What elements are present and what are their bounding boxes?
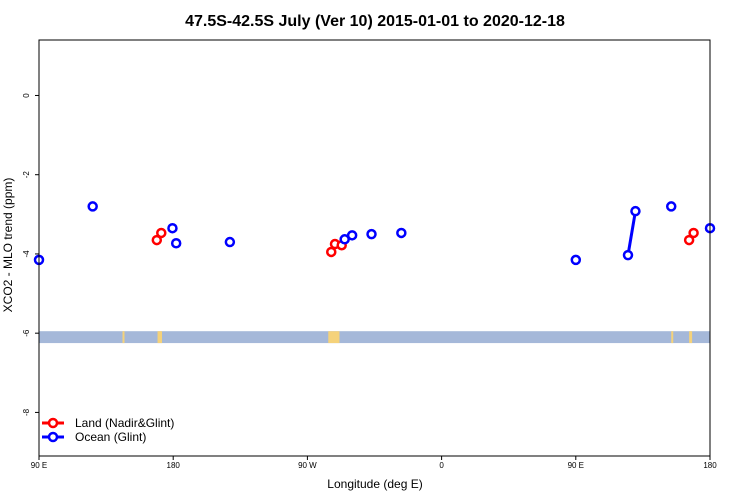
series-0: [151, 227, 699, 258]
y-tick-label: -6: [22, 329, 31, 337]
y-tick-label: 0: [22, 93, 31, 98]
data-point: [167, 222, 178, 234]
data-point: [87, 201, 98, 212]
data-point: [224, 236, 236, 248]
land-patch: [671, 331, 674, 344]
data-point: [346, 230, 358, 241]
series-line: [626, 210, 637, 256]
data-point: [622, 249, 634, 261]
x-tick-label: 0: [439, 461, 444, 470]
plot-frame: [38, 39, 711, 457]
land-patch: [328, 331, 340, 344]
data-point: [396, 227, 407, 239]
x-tick-label: 90 E: [568, 461, 584, 470]
axes: 90 E 180 90 W 0 90 E 180 0 -2 -4 -6 -8: [22, 93, 717, 470]
land-patch: [689, 331, 693, 344]
y-tick-label: -4: [22, 250, 31, 258]
legend-ocean-marker: [47, 431, 59, 443]
legend: Land (Nadir&Glint) Ocean (Glint): [42, 416, 174, 444]
data-point: [326, 246, 337, 258]
data-series: [33, 201, 716, 266]
series-1: [33, 201, 716, 266]
data-point: [630, 205, 641, 217]
land-patch: [122, 331, 125, 344]
y-tick-label: -8: [22, 408, 31, 416]
data-point: [683, 234, 695, 246]
data-point: [366, 228, 377, 240]
data-point: [339, 234, 350, 245]
data-point: [170, 237, 182, 249]
legend-ocean-label: Ocean (Glint): [75, 430, 146, 444]
data-point: [156, 227, 167, 239]
x-tick-label: 90 E: [31, 461, 47, 470]
x-axis-label: Longitude (deg E): [327, 477, 422, 491]
land-mask-band: [39, 331, 710, 344]
legend-land-label: Land (Nadir&Glint): [75, 416, 174, 430]
x-tick-label: 180: [703, 461, 717, 470]
data-point: [570, 254, 582, 266]
ocean-band: [39, 331, 710, 344]
data-point: [688, 227, 699, 239]
legend-item-land: Land (Nadir&Glint): [42, 416, 174, 430]
y-axis-label: XCO2 - MLO trend (ppm): [1, 178, 15, 313]
x-tick-label: 180: [167, 461, 181, 470]
legend-land-marker: [47, 417, 59, 429]
data-point: [665, 201, 677, 212]
legend-item-ocean: Ocean (Glint): [42, 430, 146, 444]
x-tick-label: 90 W: [298, 461, 317, 470]
data-point: [151, 234, 163, 246]
y-tick-label: -2: [22, 171, 31, 179]
chart-title: 47.5S-42.5S July (Ver 10) 2015-01-01 to …: [185, 13, 565, 30]
land-patch: [157, 331, 163, 344]
